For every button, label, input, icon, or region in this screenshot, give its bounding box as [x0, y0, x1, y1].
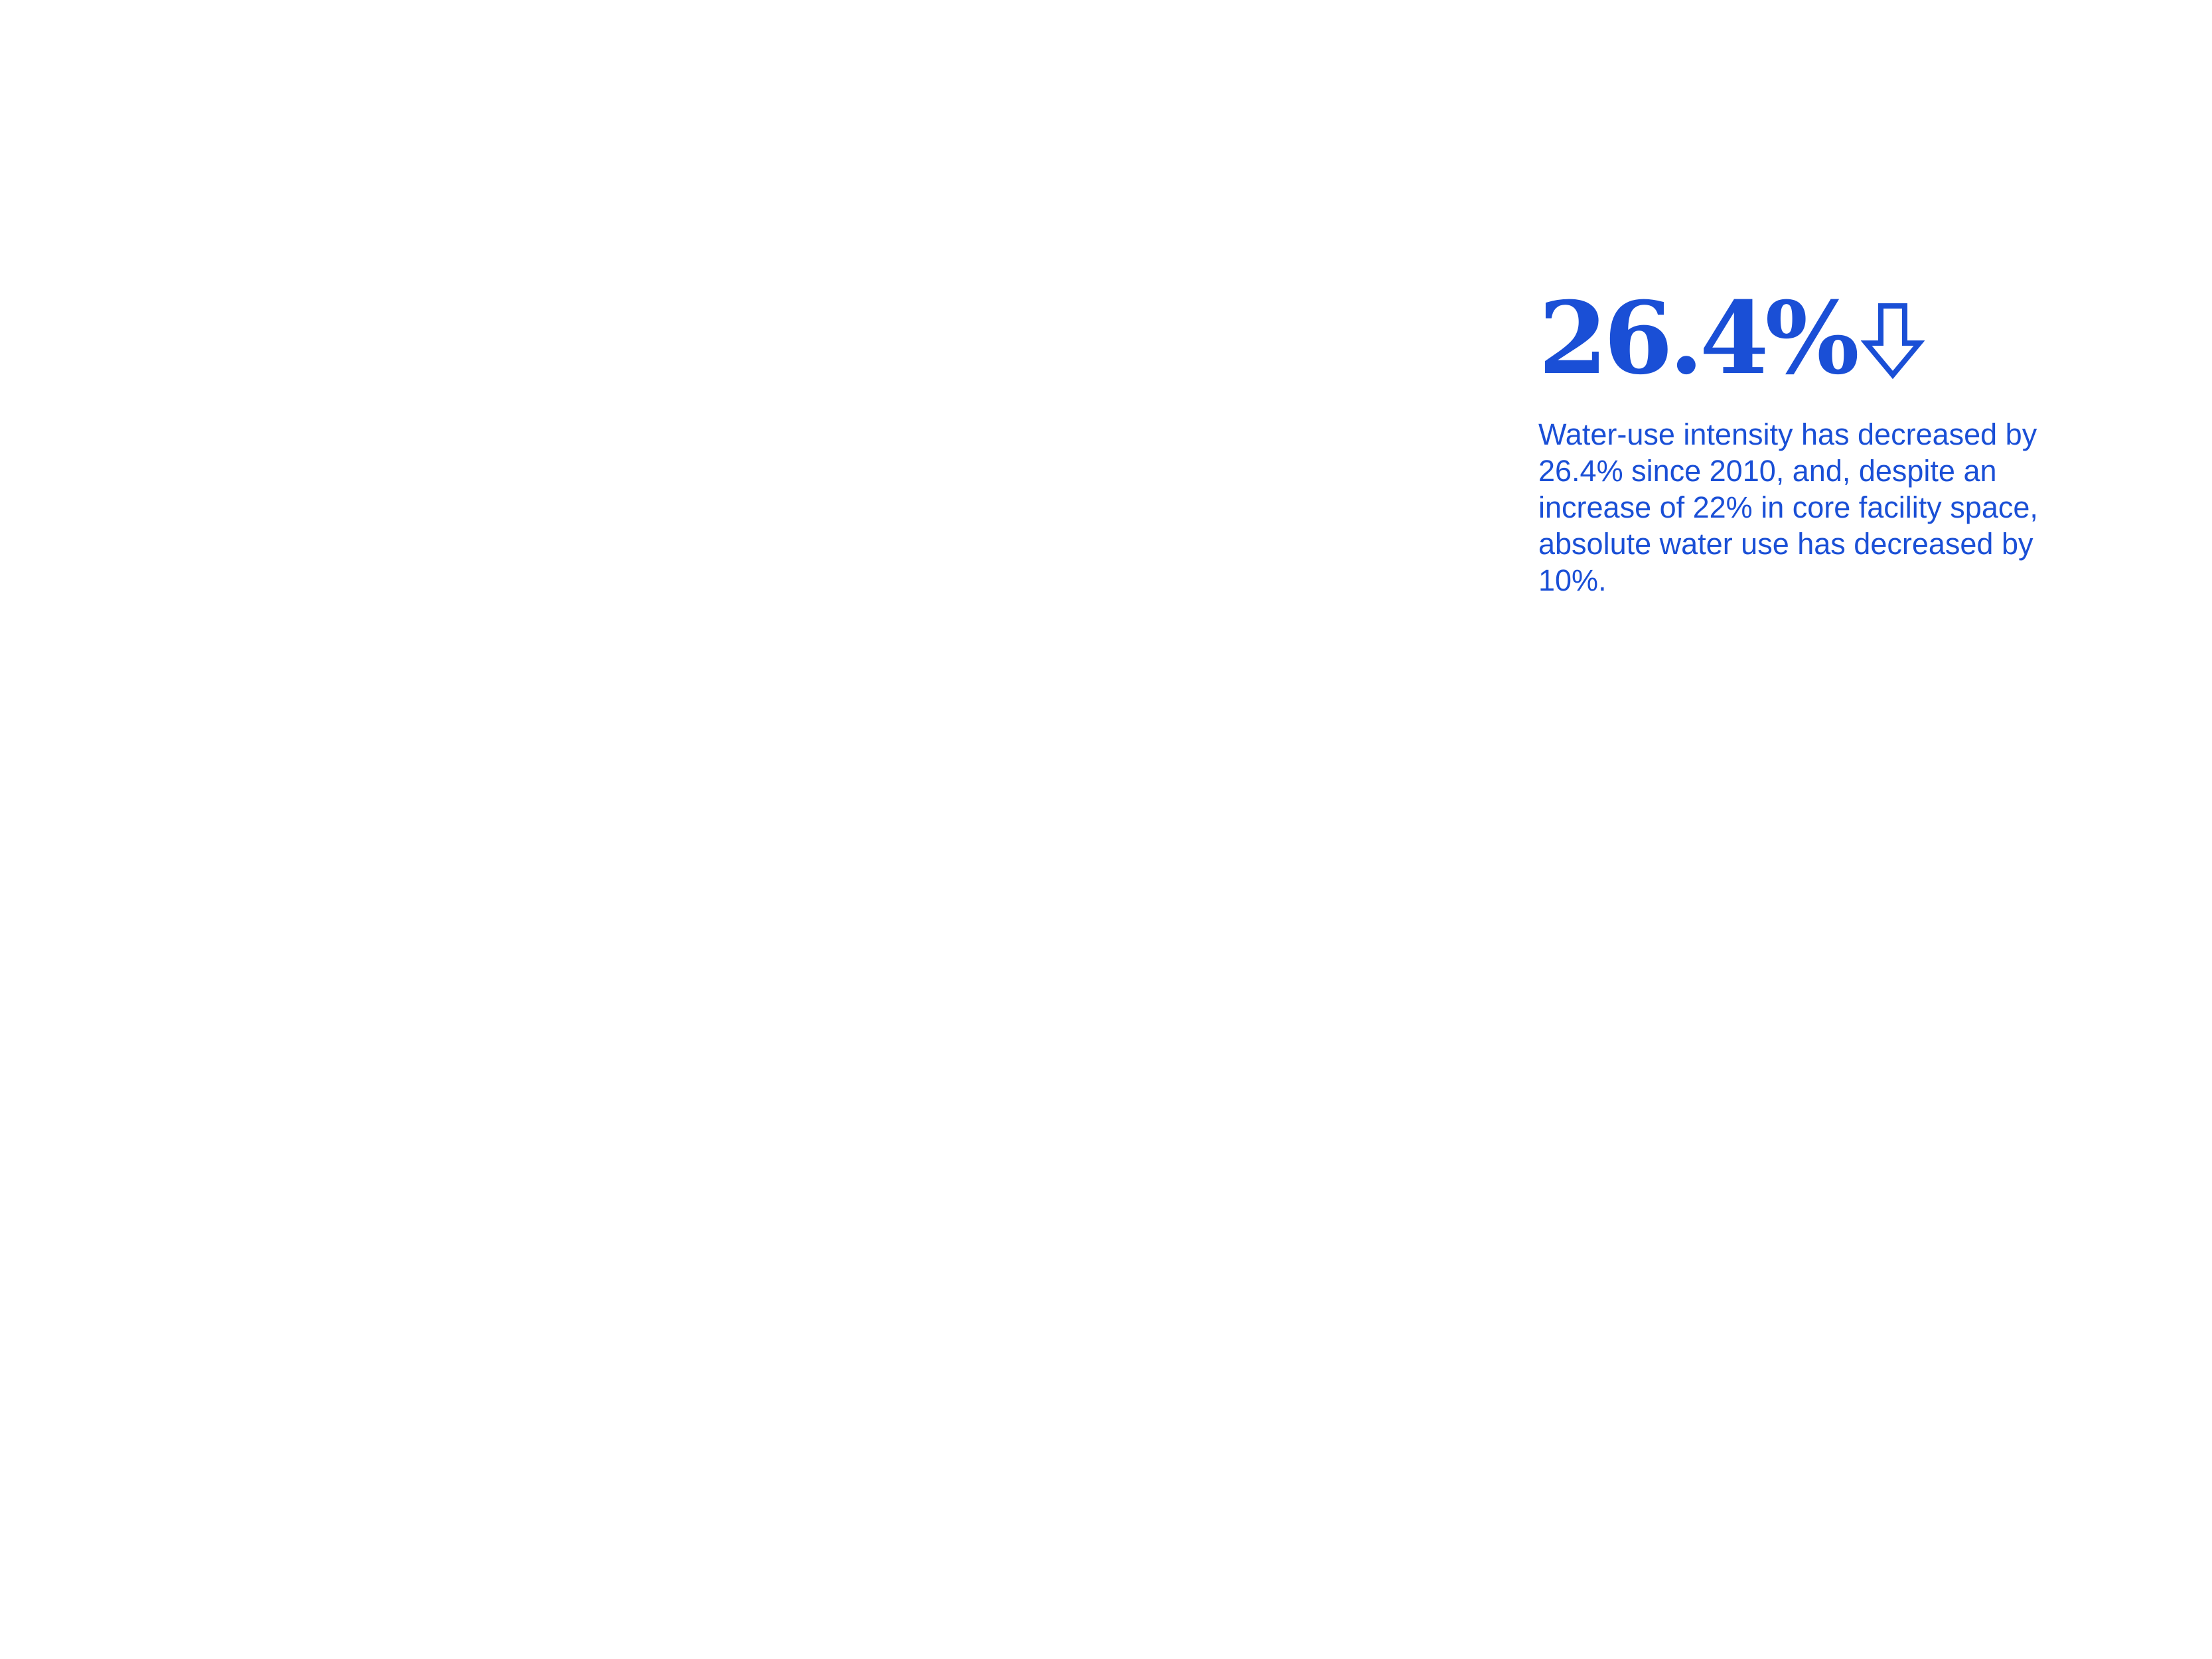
down-arrow-icon — [1860, 302, 1925, 380]
stat-description: Water-use intensity has decreased by 26.… — [1538, 417, 2038, 597]
stat-callout: 26.4% Water-use intensity has decreased … — [1538, 285, 2069, 599]
stat-headline: 26.4% — [1538, 285, 2069, 388]
stat-value: 26.4% — [1538, 280, 1860, 397]
